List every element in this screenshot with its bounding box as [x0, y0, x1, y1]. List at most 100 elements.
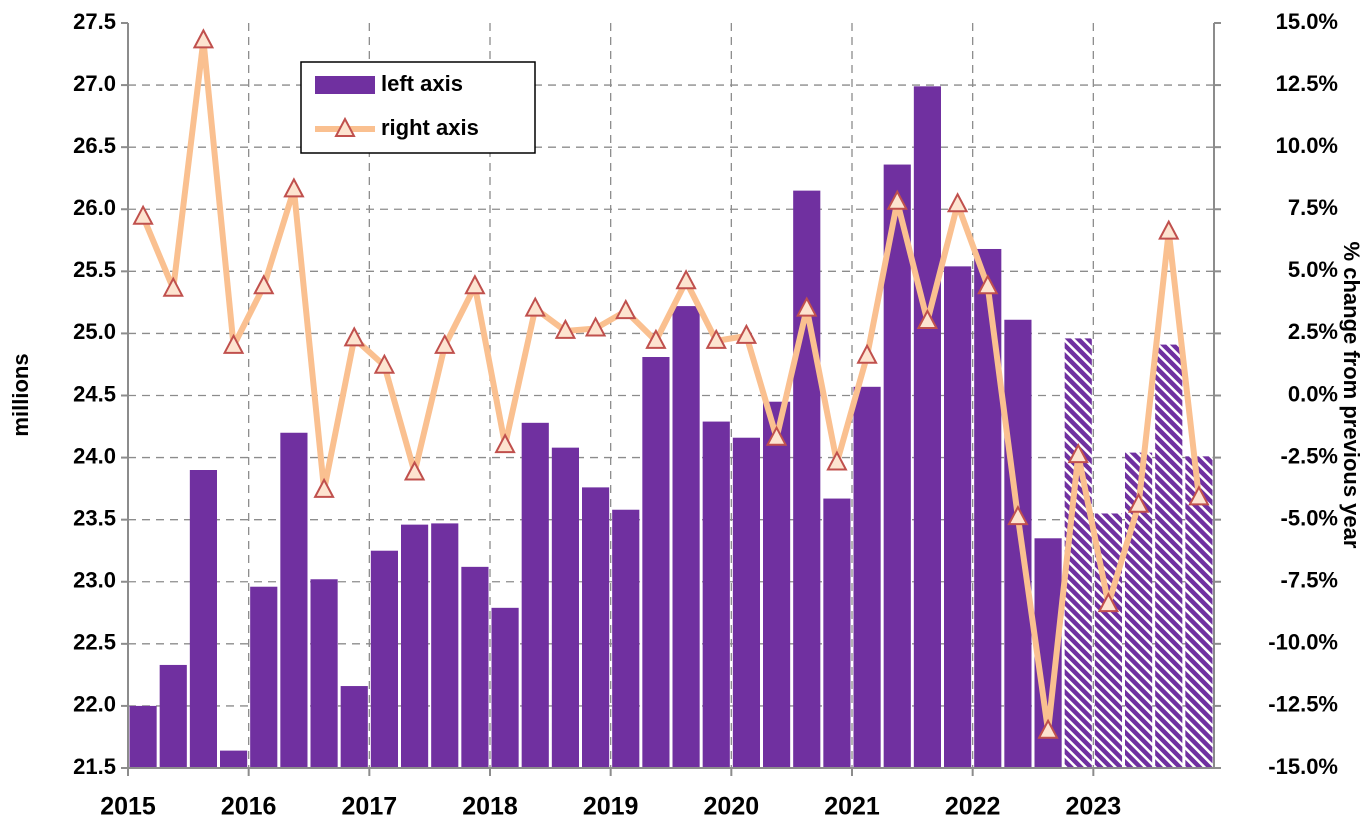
marker — [313, 477, 335, 498]
y2-tick-label: -7.5% — [1281, 568, 1338, 593]
bar — [793, 190, 821, 768]
marker — [705, 328, 727, 349]
x-tick-label: 2016 — [221, 793, 277, 821]
bar — [883, 164, 911, 769]
bar — [250, 586, 278, 768]
marker — [494, 433, 516, 454]
bar — [944, 266, 972, 768]
bar — [521, 422, 549, 768]
y2-tick-label: 7.5% — [1288, 195, 1338, 220]
x-tick-label: 2023 — [1066, 793, 1122, 821]
bar — [1185, 456, 1213, 768]
marker — [977, 274, 999, 295]
marker — [283, 177, 305, 198]
marker — [1127, 492, 1150, 513]
bar — [913, 86, 941, 768]
y-tick-label: 25.0 — [73, 319, 116, 344]
bar — [491, 607, 519, 768]
marker — [584, 316, 607, 337]
x-tick-label: 2015 — [100, 793, 156, 821]
marker — [645, 328, 667, 349]
marker — [434, 333, 456, 354]
y-tick-label: 26.5 — [73, 133, 116, 158]
bar — [280, 432, 308, 768]
y2-tick-label: 0.0% — [1288, 381, 1338, 406]
marker — [1188, 485, 1210, 506]
marker — [735, 323, 758, 344]
bar — [853, 386, 881, 768]
marker — [765, 425, 788, 446]
y-tick-label: 23.5 — [73, 505, 116, 530]
y-tick-label: 24.5 — [73, 381, 116, 406]
marker — [615, 298, 637, 320]
bar — [370, 550, 398, 768]
legend: left axis right axis — [300, 61, 536, 154]
line — [140, 37, 1202, 734]
marker — [253, 274, 275, 295]
bar — [1004, 319, 1032, 768]
marker — [1007, 505, 1029, 526]
bar — [612, 509, 640, 768]
y-tick-label: 27.5 — [73, 9, 116, 34]
bar — [582, 487, 610, 768]
x-tick-label: 2022 — [945, 793, 1001, 821]
y2-tick-label: 15.0% — [1276, 9, 1338, 34]
y-tick-label: 22.5 — [73, 630, 116, 655]
x-tick-label: 2017 — [342, 793, 398, 821]
marker — [1097, 591, 1120, 613]
marker — [796, 296, 818, 317]
marker — [524, 296, 546, 317]
marker — [464, 274, 486, 295]
marker — [554, 318, 577, 339]
bar — [551, 447, 579, 768]
bar — [401, 524, 429, 768]
bar — [763, 401, 791, 768]
y2-tick-label: 2.5% — [1288, 319, 1338, 344]
marker — [886, 189, 908, 210]
y-tick-label: 24.0 — [73, 443, 116, 468]
bar — [461, 566, 489, 768]
y-tick-label: 22.0 — [73, 692, 116, 717]
legend-label: right axis — [381, 115, 479, 140]
bar — [220, 750, 248, 768]
x-tick-label: 2019 — [583, 793, 639, 821]
marker — [373, 353, 396, 374]
marker — [1158, 219, 1180, 240]
y2-tick-label: 12.5% — [1276, 71, 1338, 96]
x-tick-label: 2018 — [462, 793, 518, 821]
marker — [162, 276, 184, 297]
bar — [129, 705, 157, 768]
legend-swatch — [315, 76, 375, 94]
marker — [826, 450, 848, 471]
marker — [192, 28, 215, 49]
y-tick-label: 26.0 — [73, 195, 116, 220]
y2-tick-label: -12.5% — [1268, 692, 1338, 717]
y2-tick-label: 5.0% — [1288, 257, 1338, 282]
y-tick-label: 27.0 — [73, 71, 116, 96]
y2-tick-label: -15.0% — [1268, 754, 1338, 779]
bar — [642, 357, 670, 768]
y2-tick-label: -10.0% — [1268, 630, 1338, 655]
bar — [189, 470, 217, 768]
marker — [343, 326, 365, 347]
legend-label: left axis — [381, 71, 463, 96]
marker — [675, 269, 697, 290]
y-axis-label: millions — [8, 353, 33, 436]
y2-tick-label: -2.5% — [1281, 443, 1338, 468]
bar — [310, 579, 338, 768]
y-tick-label: 21.5 — [73, 754, 116, 779]
x-tick-label: 2020 — [704, 793, 760, 821]
bar — [431, 523, 459, 768]
y-tick-label: 23.0 — [73, 568, 116, 593]
bar — [1155, 344, 1183, 768]
marker — [856, 343, 878, 364]
marker — [222, 333, 245, 354]
bar — [159, 664, 187, 768]
marker — [916, 308, 939, 329]
legend-marker — [334, 116, 356, 137]
bar — [732, 437, 760, 768]
marker — [403, 460, 426, 481]
y2-tick-label: 10.0% — [1276, 133, 1338, 158]
marker — [1067, 442, 1089, 464]
